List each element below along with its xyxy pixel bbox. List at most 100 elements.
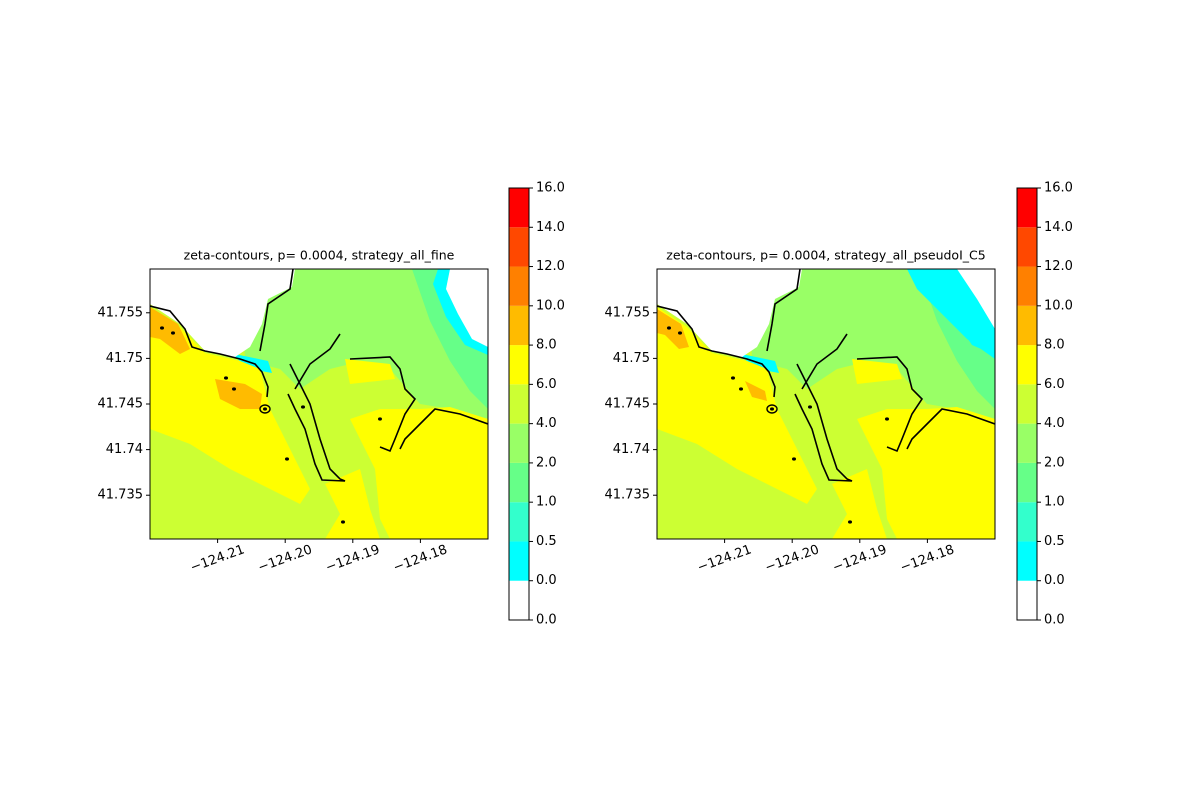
colorbar-segment	[509, 423, 529, 463]
contour-region	[657, 269, 802, 357]
colorbar-segment	[1017, 227, 1037, 267]
colorbar-segment	[509, 580, 529, 620]
colorbar-segment	[1017, 384, 1037, 424]
colorbar-segment	[1017, 502, 1037, 542]
contour-region	[657, 307, 817, 504]
x-tick-label: −124.18	[391, 542, 449, 575]
island	[301, 405, 305, 409]
colorbar-segment	[509, 227, 529, 267]
island	[848, 520, 852, 524]
y-tick-label: 41.75	[106, 351, 143, 366]
x-tick-label: −124.21	[696, 542, 754, 575]
colorbar-tick-label: 8.0	[536, 338, 557, 353]
coastline	[856, 356, 924, 453]
x-tick-label: −124.18	[898, 542, 956, 575]
panel: zeta-contours, p= 0.0004, strategy_all_f…	[98, 181, 565, 628]
colorbar-tick-label: 1.0	[1044, 495, 1065, 510]
contour-region	[745, 381, 767, 401]
colorbar-tick-label: 1.0	[536, 495, 557, 510]
island	[667, 326, 671, 330]
colorbar-segment	[1017, 305, 1037, 346]
island	[171, 331, 175, 335]
x-tick-label: −124.19	[324, 542, 382, 575]
colorbar-segment	[1017, 541, 1037, 581]
contour-region	[150, 307, 310, 504]
contour-region	[852, 359, 902, 384]
island	[341, 520, 345, 524]
colorbar-tick-label: 10.0	[1044, 298, 1073, 313]
colorbar-tick-label: 12.0	[536, 259, 565, 274]
island	[792, 457, 796, 461]
contour-region	[150, 307, 190, 354]
colorbar-segment	[509, 384, 529, 424]
island	[232, 387, 236, 391]
coastline	[766, 269, 801, 352]
x-tick-label: −124.19	[831, 542, 889, 575]
colorbar-segment	[509, 345, 529, 385]
y-tick-label: 41.74	[106, 442, 143, 457]
chart-title: zeta-contours, p= 0.0004, strategy_all_f…	[184, 248, 455, 263]
island	[160, 326, 164, 330]
colorbar-frame	[508, 187, 530, 621]
colorbar-tick-label: 0.0	[536, 613, 557, 628]
x-tick-label: −124.20	[256, 542, 314, 575]
colorbar-tick-label: 4.0	[1044, 416, 1065, 431]
panel: zeta-contours, p= 0.0004, strategy_all_p…	[605, 181, 1073, 628]
colorbar-segment	[509, 188, 529, 228]
colorbar-segment	[509, 502, 529, 542]
x-tick-label: −124.20	[763, 542, 821, 575]
island	[885, 417, 889, 421]
island	[259, 404, 271, 414]
colorbar-tick-label: 4.0	[536, 416, 557, 431]
contour-region	[657, 309, 689, 349]
island	[739, 387, 743, 391]
x-tick-label: −124.21	[189, 542, 247, 575]
map	[150, 269, 488, 539]
colorbar-tick-label: 0.0	[1044, 573, 1065, 588]
colorbar-tick-label: 0.0	[1044, 613, 1065, 628]
colorbar-segment	[509, 541, 529, 581]
coastline	[287, 363, 346, 482]
island	[808, 405, 812, 409]
y-tick-label: 41.75	[613, 351, 650, 366]
coastline	[906, 408, 995, 450]
contour-region	[412, 269, 488, 409]
contour-region	[832, 469, 887, 539]
y-tick-label: 41.735	[98, 488, 144, 503]
colorbar-segment	[1017, 423, 1037, 463]
contour-region	[325, 469, 380, 539]
coastline	[349, 356, 417, 453]
colorbar-segment	[1017, 266, 1037, 306]
colorbar-tick-label: 6.0	[1044, 377, 1065, 392]
colorbar-segment	[1017, 462, 1037, 503]
island	[285, 457, 289, 461]
y-tick-label: 41.745	[605, 397, 651, 412]
contour-region	[150, 269, 295, 357]
colorbar-tick-label: 12.0	[1044, 259, 1073, 274]
colorbar-tick-label: 2.0	[1044, 455, 1065, 470]
colorbar-tick-label: 16.0	[1044, 181, 1073, 196]
coastline	[259, 269, 294, 352]
y-tick-label: 41.755	[98, 305, 144, 320]
island	[731, 376, 735, 380]
colorbar-tick-label: 6.0	[536, 377, 557, 392]
map	[657, 269, 995, 539]
colorbar-tick-label: 16.0	[536, 181, 565, 196]
colorbar-tick-label: 0.5	[536, 534, 557, 549]
coastline	[399, 408, 488, 450]
island	[678, 331, 682, 335]
island	[263, 407, 267, 411]
y-tick-label: 41.755	[605, 305, 651, 320]
coastline	[657, 305, 776, 398]
island	[378, 417, 382, 421]
map-inner	[657, 269, 995, 539]
colorbar-tick-label: 14.0	[536, 220, 565, 235]
colorbar-frame	[1016, 187, 1038, 621]
colorbar-tick-label: 2.0	[536, 455, 557, 470]
y-tick-label: 41.735	[605, 488, 651, 503]
island	[770, 407, 774, 411]
colorbar-segment	[509, 305, 529, 346]
coastline	[294, 333, 341, 390]
contour-region	[215, 379, 262, 409]
